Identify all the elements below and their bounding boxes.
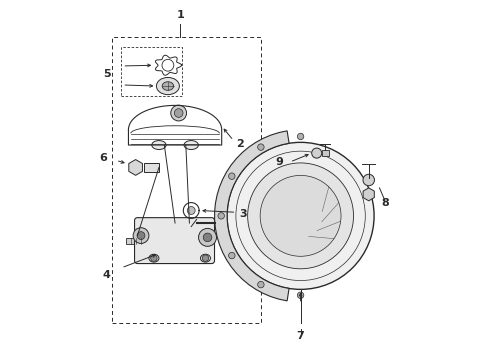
Circle shape: [198, 228, 217, 246]
Polygon shape: [215, 131, 289, 301]
Text: 6: 6: [99, 153, 107, 163]
Circle shape: [133, 228, 149, 243]
Circle shape: [137, 231, 145, 239]
Circle shape: [174, 109, 183, 117]
Circle shape: [151, 255, 157, 261]
Circle shape: [312, 148, 322, 158]
Text: 3: 3: [240, 209, 247, 219]
Text: 7: 7: [297, 331, 304, 341]
Bar: [126, 238, 147, 244]
Circle shape: [297, 292, 304, 298]
Text: 4: 4: [103, 270, 111, 280]
Circle shape: [229, 252, 235, 259]
Circle shape: [187, 207, 195, 215]
Circle shape: [218, 213, 224, 219]
Circle shape: [297, 133, 304, 140]
Circle shape: [260, 175, 341, 256]
Circle shape: [203, 233, 212, 242]
Ellipse shape: [162, 82, 173, 90]
Ellipse shape: [200, 254, 211, 262]
Ellipse shape: [149, 254, 159, 262]
Circle shape: [227, 142, 374, 289]
FancyBboxPatch shape: [135, 218, 215, 264]
Text: 9: 9: [275, 157, 283, 167]
Ellipse shape: [184, 140, 198, 149]
Circle shape: [229, 173, 235, 179]
Circle shape: [258, 144, 264, 150]
Polygon shape: [363, 188, 374, 201]
Bar: [322, 150, 329, 156]
Text: 1: 1: [176, 10, 184, 20]
Circle shape: [258, 282, 264, 288]
Circle shape: [171, 105, 187, 121]
Text: 5: 5: [103, 69, 111, 79]
Ellipse shape: [152, 140, 166, 149]
Circle shape: [202, 255, 209, 261]
Bar: [122, 47, 182, 96]
Polygon shape: [144, 163, 159, 172]
Ellipse shape: [156, 77, 179, 95]
Circle shape: [363, 174, 374, 186]
Text: 8: 8: [381, 198, 389, 208]
Polygon shape: [129, 159, 143, 175]
Circle shape: [247, 163, 353, 269]
Text: 2: 2: [236, 139, 244, 149]
Bar: [112, 37, 261, 323]
